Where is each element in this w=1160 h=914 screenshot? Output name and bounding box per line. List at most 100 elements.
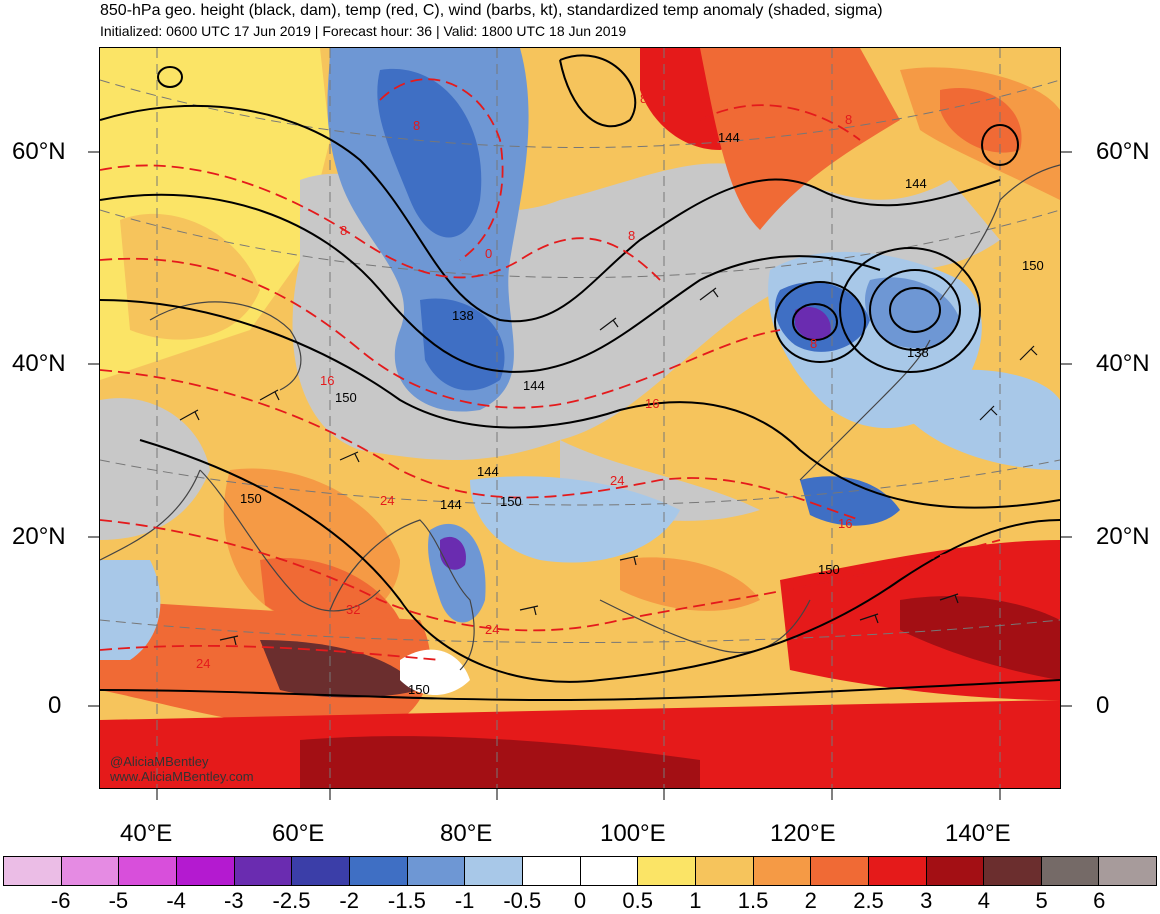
colorbar-swatch (465, 857, 523, 885)
anomaly-shade (120, 213, 260, 340)
map-border (99, 47, 1061, 789)
colorbar-tick-label: -1 (454, 888, 475, 913)
temp-contour-label: 32 (346, 602, 360, 617)
height-contour-label: 138 (452, 308, 474, 323)
temp-contour-label: 8 (413, 118, 420, 133)
colorbar-tick-label: -4 (166, 888, 186, 913)
colorbar-tick-label: 1.5 (737, 888, 769, 913)
graticule (100, 48, 1060, 788)
map-layers: 144 144 138 144 150 150 144 144 150 150 … (100, 48, 1060, 788)
lon-label-80e: 80°E (440, 820, 493, 847)
anomaly-shade (400, 649, 470, 695)
colorbar-tick-label: 0 (573, 888, 587, 913)
colorbar-swatch (580, 857, 639, 885)
temp-contour-label: 8 (628, 228, 635, 243)
colorbar-tick-label: -5 (108, 888, 129, 913)
colorbar-tick-label: 1 (689, 888, 702, 913)
colorbar-swatch (234, 857, 293, 885)
colorbar-swatch (4, 857, 62, 885)
height-contour-label: 150 (240, 491, 262, 506)
anomaly-shade (940, 88, 1022, 153)
height-contour-label: 150 (408, 682, 430, 697)
colorbar-swatch (61, 857, 120, 885)
colorbar-swatch (811, 857, 869, 885)
colorbar-swatch (349, 857, 408, 885)
height-contour-label: 138 (907, 345, 929, 360)
anomaly-shade (440, 536, 466, 570)
temp-contour-label: 8 (640, 91, 647, 106)
colorbar (3, 856, 1157, 886)
height-contour-label: 150 (818, 562, 840, 577)
colorbar-swatch (522, 857, 581, 885)
anomaly-shade (700, 48, 900, 230)
lat-label-0-right: 0 (1096, 692, 1110, 719)
temp-contour-label: 24 (196, 656, 210, 671)
colorbar-swatch (695, 857, 754, 885)
colorbar-tick-label: 3 (920, 888, 933, 913)
colorbar-tick-label: -2 (339, 888, 359, 913)
lon-label-140e: 140°E (945, 820, 1011, 847)
anomaly-shade (377, 68, 482, 238)
anomaly-shade (620, 557, 760, 611)
colorbar-tick-label: 5 (1035, 888, 1048, 913)
temp-contour-label: 16 (320, 373, 334, 388)
temp-contour-label: 0 (485, 246, 492, 261)
coastlines (100, 164, 1060, 671)
colorbar-swatch (1041, 857, 1100, 885)
colorbar-swatch (868, 857, 927, 885)
colorbar-tick-label: -2.5 (272, 888, 311, 913)
credit-handle: @AliciaMBentley (110, 754, 209, 769)
colorbar-tick-label: -1.5 (387, 888, 426, 913)
lon-label-100e: 100°E (600, 820, 666, 847)
colorbar-tick-label: -6 (50, 888, 71, 913)
temp-contour-label: 8 (810, 336, 817, 351)
temp-contour-label: 16 (838, 516, 852, 531)
height-contour-label: 144 (440, 497, 462, 512)
lat-label-40n-right: 40°N (1096, 350, 1150, 377)
colorbar-tick-label: 0.5 (622, 888, 653, 913)
colorbar-tick-label: -0.5 (503, 888, 542, 913)
colorbar-swatch (176, 857, 235, 885)
colorbar-tick-label: 2.5 (853, 888, 884, 913)
colorbar-swatch (638, 857, 696, 885)
lat-label-60n-left: 60°N (12, 138, 66, 165)
credit-website: www.AliciaMBentley.com (110, 769, 254, 784)
height-contour-label: 150 (500, 494, 522, 509)
anomaly-shade (470, 476, 680, 563)
temp-contour-label: 16 (645, 396, 659, 411)
anomaly-shade (800, 476, 900, 526)
colorbar-tick-label: -3 (224, 888, 244, 913)
temp-contour-label: 24 (380, 493, 394, 508)
colorbar-tick-label: 6 (1093, 888, 1106, 913)
height-contour-label: 144 (718, 130, 740, 145)
anomaly-shade (900, 596, 1060, 680)
anomaly-shade (865, 277, 960, 349)
anomaly-shade (300, 736, 700, 788)
anomaly-shade (795, 306, 831, 340)
height-contour-label: 150 (1022, 258, 1044, 273)
wind-barbs (179, 287, 1038, 646)
temp-contour-label: 24 (485, 622, 499, 637)
colorbar-swatch (119, 857, 177, 885)
lat-label-0-left: 0 (48, 692, 62, 719)
map-title: 850-hPa geo. height (black, dam), temp (… (100, 2, 883, 19)
anomaly-shade (100, 600, 431, 730)
lat-label-20n-left: 20°N (12, 523, 66, 550)
map-subtitle: Initialized: 0600 UTC 17 Jun 2019 | Fore… (100, 23, 627, 39)
colorbar-swatch (1099, 857, 1157, 885)
height-contour-label: 150 (335, 390, 357, 405)
colorbar-swatch (292, 857, 350, 885)
contour-label-group: 144 144 138 144 150 150 144 144 150 150 … (196, 91, 1044, 697)
lon-label-40e: 40°E (120, 820, 173, 847)
axis-ticks (88, 151, 1072, 800)
colorbar-swatch (926, 857, 985, 885)
temp-contour-label: 8 (340, 223, 347, 238)
colorbar-tick-label: 4 (977, 888, 991, 913)
anomaly-shade (260, 640, 420, 698)
anomaly-shade (100, 560, 161, 660)
anomaly-shade (100, 398, 210, 540)
lon-label-60e: 60°E (272, 820, 325, 847)
lat-label-60n-right: 60°N (1096, 138, 1150, 165)
height-contour-label: 144 (477, 464, 499, 479)
